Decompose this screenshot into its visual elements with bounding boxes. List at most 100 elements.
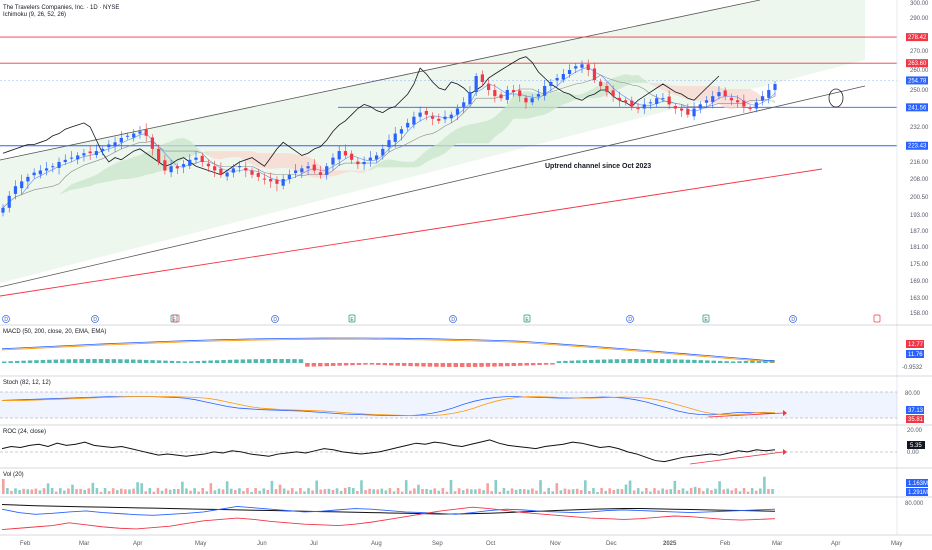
time-axis: Feb Mar Apr May Jun Jul Aug Sep Oct Nov Dec 2025 Feb… — [20, 541, 902, 547]
volume-bar-82 — [335, 488, 339, 494]
macd-hist-bar-93 — [601, 359, 607, 363]
volume-bar-108 — [441, 488, 445, 494]
macd-hist-bar-9 — [60, 359, 65, 363]
candle-body-49 — [306, 166, 310, 169]
macd-hist-bar-14 — [92, 359, 97, 363]
time-label-10: Dec — [606, 541, 617, 547]
price-tick-2: 270.00 — [910, 49, 929, 55]
price-tick-5: 232.00 — [910, 125, 929, 131]
candle-body-41 — [256, 173, 260, 177]
volume-bar-64 — [262, 488, 266, 494]
macd-hist-bar-79 — [511, 363, 517, 367]
volume-bar-163 — [665, 489, 669, 494]
volume-bar-18 — [75, 489, 78, 494]
volume-bar-8 — [34, 488, 38, 494]
channel-upper-line — [0, 0, 761, 161]
volume-bar-37 — [152, 491, 156, 494]
volume-bar-23 — [95, 488, 99, 494]
volume-bar-127 — [518, 488, 522, 494]
time-label-4: Jun — [257, 541, 267, 547]
candle-body-27 — [169, 166, 173, 173]
volume-badge-1 — [906, 488, 928, 496]
volume-bar-189 — [771, 488, 774, 494]
volume-bar-138 — [563, 488, 567, 494]
volume-bar-16 — [67, 488, 70, 494]
volume-bar-34 — [140, 483, 143, 494]
macd-hist-bar-75 — [485, 363, 491, 367]
candle-body-91 — [567, 70, 572, 74]
candle-body-77 — [480, 74, 484, 82]
candle-body-13 — [82, 153, 86, 156]
volume-bar-104 — [425, 488, 428, 494]
volume-bar-17 — [71, 484, 74, 494]
roc-divergence-arrow — [689, 451, 784, 465]
volume-bar-171 — [697, 488, 701, 494]
volume-bar-182 — [742, 488, 746, 494]
macd-hist-bar-81 — [524, 363, 529, 366]
main-pane[interactable]: Uptrend channel since Oct 2023 D D E D E D E D E… — [0, 0, 897, 323]
macd-hist-bar-87 — [563, 360, 568, 363]
macd-hist-bar-8 — [53, 359, 59, 363]
volume-bar-164 — [669, 489, 673, 494]
macd-hist-bar-7 — [47, 359, 52, 363]
candle-body-9 — [57, 162, 61, 168]
volume-bar-77 — [315, 480, 318, 494]
macd-line — [1, 337, 776, 362]
candle-body-63 — [393, 133, 397, 142]
stoch-pane[interactable]: Stoch (82, 12, 12) 80.00 37.13 35.81 — [0, 380, 924, 423]
candle-body-12 — [76, 155, 80, 160]
volume-bar-41 — [168, 489, 172, 494]
candle-body-122 — [760, 96, 765, 101]
candle-body-21 — [132, 133, 136, 138]
price-tick-8: 200.50 — [910, 195, 929, 201]
macd-hist-bar-101 — [653, 359, 658, 363]
last-pane[interactable]: 80.000 — [1, 501, 924, 531]
candle-body-75 — [468, 92, 472, 104]
volume-bar-126 — [514, 489, 518, 494]
candle-body-25 — [157, 148, 161, 162]
cloud-segment-2 — [370, 74, 651, 171]
volume-bar-65 — [266, 489, 270, 494]
macd-hist-bar-71 — [459, 363, 465, 367]
candle-body-104 — [648, 102, 653, 104]
candle-body-102 — [636, 108, 640, 110]
candle-body-19 — [119, 137, 123, 143]
candle-body-15 — [94, 151, 98, 155]
volume-bar-101 — [413, 488, 416, 494]
dividend-marker-3 — [271, 315, 279, 323]
candle-body-71 — [443, 116, 447, 120]
time-label-6: Aug — [371, 541, 382, 547]
macd-histogram — [2, 359, 775, 367]
event-marker-label-3: D — [273, 317, 277, 323]
time-label-14: Apr — [831, 541, 840, 547]
candle-body-36 — [225, 172, 229, 177]
price-tick-15: 158.00 — [910, 311, 929, 317]
macd-hist-bar-113 — [730, 361, 736, 363]
price-badge-1 — [906, 59, 928, 68]
long-term-trend-line — [0, 168, 823, 297]
volume-bar-24 — [99, 491, 103, 494]
volume-bar-55 — [225, 481, 229, 494]
price-tick-9: 193.00 — [910, 213, 929, 219]
macd-hist-bar-84 — [543, 363, 549, 365]
candle-body-95 — [592, 68, 597, 80]
volume-bar-38 — [156, 488, 160, 494]
macd-hist-bar-106 — [685, 359, 691, 363]
candle-body-85 — [530, 98, 534, 103]
volume-bar-14 — [58, 488, 62, 494]
roc-pane[interactable]: ROC (24, close) 20.00 0.00 5.35 — [0, 428, 925, 465]
macd-hist-bar-40 — [260, 359, 265, 363]
volume-pane[interactable]: Vol (20) 1.163M 1.291M — [2, 472, 928, 496]
time-label-11: 2025 — [663, 541, 677, 547]
macd-pane[interactable]: MACD (50, 200, close, 20, EMA, EMA) 12.7… — [1, 329, 924, 371]
last-pane-axis-label: 80.000 — [905, 501, 924, 507]
macd-hist-bar-119 — [769, 359, 775, 363]
time-label-8: Oct — [486, 541, 496, 547]
macd-hist-bar-115 — [743, 360, 749, 363]
candle-body-65 — [406, 122, 410, 128]
volume-bar-52 — [213, 490, 217, 494]
volume-bar-98 — [400, 491, 404, 494]
candle-body-64 — [399, 129, 404, 134]
